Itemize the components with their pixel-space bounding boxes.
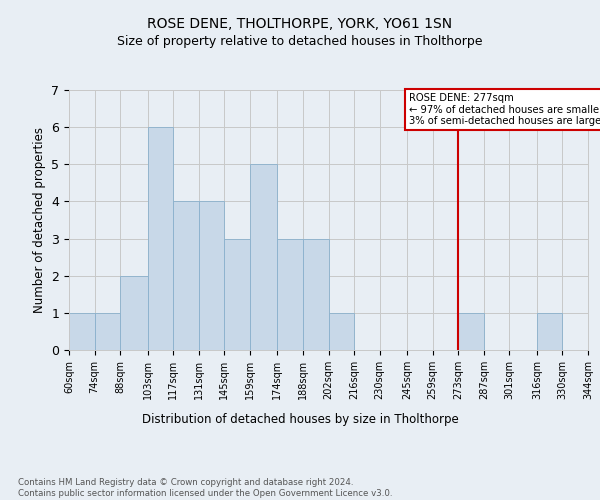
Bar — [199, 202, 224, 350]
Text: Size of property relative to detached houses in Tholthorpe: Size of property relative to detached ho… — [117, 35, 483, 48]
Text: ROSE DENE: 277sqm
← 97% of detached houses are smaller (33)
3% of semi-detached : ROSE DENE: 277sqm ← 97% of detached hous… — [409, 92, 600, 126]
Bar — [148, 127, 173, 350]
Bar — [537, 313, 562, 350]
Bar — [120, 276, 148, 350]
Text: Distribution of detached houses by size in Tholthorpe: Distribution of detached houses by size … — [142, 412, 458, 426]
Bar — [277, 238, 303, 350]
Bar — [95, 313, 120, 350]
Bar — [458, 313, 484, 350]
Y-axis label: Number of detached properties: Number of detached properties — [33, 127, 46, 313]
Bar — [329, 313, 354, 350]
Text: Contains HM Land Registry data © Crown copyright and database right 2024.
Contai: Contains HM Land Registry data © Crown c… — [18, 478, 392, 498]
Bar — [250, 164, 277, 350]
Bar — [303, 238, 329, 350]
Bar — [173, 202, 199, 350]
Text: ROSE DENE, THOLTHORPE, YORK, YO61 1SN: ROSE DENE, THOLTHORPE, YORK, YO61 1SN — [148, 18, 452, 32]
Bar — [69, 313, 95, 350]
Bar — [224, 238, 250, 350]
